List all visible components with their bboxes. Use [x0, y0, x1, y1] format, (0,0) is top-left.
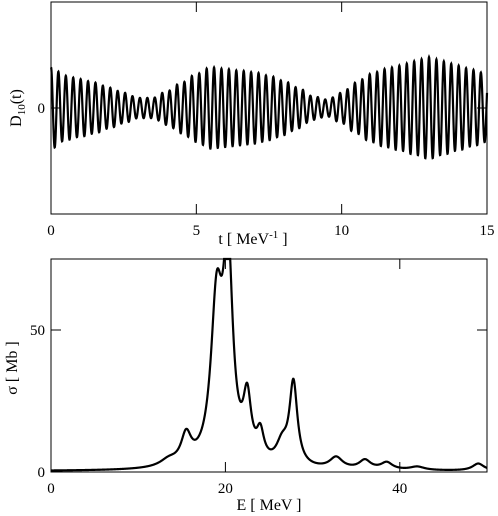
bottom-ticks: 0 20 40 0 50 [30, 259, 487, 497]
top-x-axis-label-sup: -1 [269, 229, 278, 241]
top-x-tick-label: 15 [480, 223, 495, 239]
top-y-tick-label: 0 [38, 101, 46, 117]
top-y-axis-label-sub: 10 [16, 104, 28, 116]
top-x-tick-label: 5 [193, 223, 201, 239]
top-x-axis-label-main: t [ MeV [218, 231, 269, 248]
top-y-axis-label: D10(t) [8, 89, 28, 127]
top-series-line [50, 53, 489, 160]
top-panel: 0 5 10 150 t [ MeV-1 ] D10(t) [8, 1, 495, 248]
top-x-axis-label: t [ MeV-1 ] [218, 229, 287, 248]
bottom-y-axis-label: σ [ Mb ] [4, 341, 21, 395]
top-x-tick-label: 10 [334, 223, 349, 239]
bottom-series-line [51, 257, 488, 472]
bottom-x-tick-label: 40 [392, 481, 407, 497]
top-x-tick-label: 0 [47, 223, 55, 239]
bottom-x-axis-label: E [ MeV ] [236, 497, 301, 514]
bottom-x-tick-label: 0 [47, 481, 55, 497]
top-x-axis-label-tail: ] [278, 231, 287, 248]
bottom-panel: 0 20 40 0 50 E [ MeV ] σ [ Mb ] [4, 257, 488, 514]
top-y-axis-label-tail: (t) [8, 89, 25, 104]
bottom-y-tick-label: 50 [30, 323, 45, 339]
bottom-plot-frame [50, 258, 488, 473]
bottom-x-tick-label: 20 [218, 481, 233, 497]
top-y-axis-label-main: D [8, 115, 25, 127]
bottom-y-tick-label: 0 [38, 465, 46, 481]
